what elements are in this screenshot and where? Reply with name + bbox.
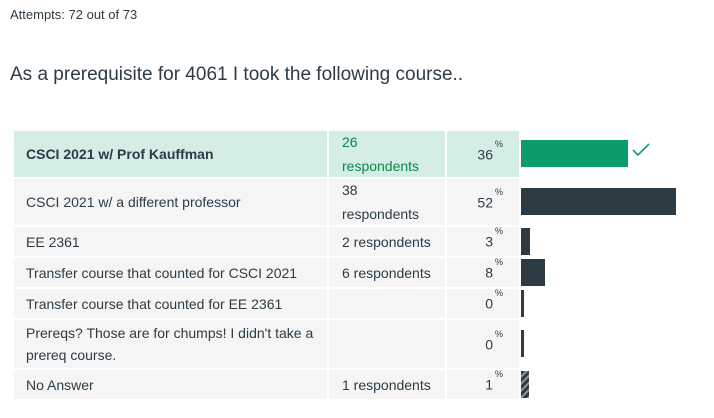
response-bar — [521, 140, 628, 167]
check-icon — [632, 143, 650, 157]
response-bar — [521, 188, 676, 215]
answer-label: Prereqs? Those are for chumps! I didn't … — [14, 320, 327, 368]
answer-label: Transfer course that counted for CSCI 20… — [14, 258, 327, 287]
answer-row: Transfer course that counted for EE 2361… — [14, 288, 519, 318]
answer-label: CSCI 2021 w/ a different professor — [14, 179, 327, 225]
answer-row: EE 2361 2 respondents 3% — [14, 226, 519, 256]
bar-row — [520, 227, 710, 256]
question-text: As a prerequisite for 4061 I took the fo… — [10, 64, 464, 85]
answer-label: CSCI 2021 w/ Prof Kauffman — [14, 131, 327, 177]
answer-respondents — [329, 320, 445, 368]
answer-table: CSCI 2021 w/ Prof Kauffman 26 respondent… — [14, 131, 519, 401]
response-bar — [521, 330, 524, 357]
answer-respondents — [329, 289, 445, 318]
response-bar — [521, 371, 529, 398]
answer-percent: 36% — [447, 131, 519, 177]
answer-percent: 0% — [447, 320, 519, 368]
answer-percent: 8% — [447, 257, 519, 287]
answer-respondents: 6 respondents — [329, 258, 445, 287]
answer-respondents: 38 respondents — [329, 179, 445, 225]
response-bar — [521, 228, 530, 255]
answer-label: EE 2361 — [14, 227, 327, 256]
answer-row: No Answer 1 respondents 1% — [14, 369, 519, 399]
answer-label: No Answer — [14, 370, 327, 399]
answer-respondents: 1 respondents — [329, 370, 445, 399]
attempts-count: Attempts: 72 out of 73 — [10, 7, 138, 22]
bar-row — [520, 179, 710, 225]
answer-respondents: 2 respondents — [329, 227, 445, 256]
answer-row: Prereqs? Those are for chumps! I didn't … — [14, 320, 519, 368]
bar-row — [520, 131, 710, 177]
answer-percent: 52% — [447, 179, 519, 225]
answer-respondents: 26 respondents — [329, 131, 445, 177]
response-bar — [521, 259, 545, 286]
response-bar — [521, 290, 524, 317]
bar-row — [520, 320, 710, 368]
response-bars — [520, 131, 710, 401]
answer-label: Transfer course that counted for EE 2361 — [14, 289, 327, 318]
answer-row: CSCI 2021 w/ a different professor 38 re… — [14, 179, 519, 225]
bar-row — [520, 370, 710, 399]
answer-row: Transfer course that counted for CSCI 20… — [14, 257, 519, 287]
answer-row: CSCI 2021 w/ Prof Kauffman 26 respondent… — [14, 131, 519, 177]
bar-row — [520, 289, 710, 318]
answer-percent: 0% — [447, 288, 519, 318]
answer-percent: 1% — [447, 369, 519, 399]
bar-row — [520, 258, 710, 287]
answer-percent: 3% — [447, 226, 519, 256]
